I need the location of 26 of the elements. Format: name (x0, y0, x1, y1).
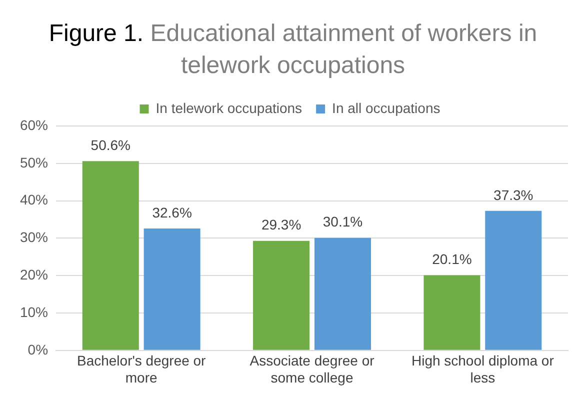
y-tick-label: 10% (20, 304, 48, 320)
legend-label: In telework occupations (156, 100, 302, 116)
data-label: 20.1% (432, 251, 472, 268)
chart-subtitle: Educational attainment of workers in telework occupations (149, 20, 538, 79)
chart-title: Figure 1. (48, 20, 144, 47)
y-tick-label: 30% (20, 229, 48, 246)
x-tick-label: Associate degree or some college (250, 352, 375, 386)
data-label: 37.3% (494, 186, 534, 203)
x-tick-label: Bachelor's degree or more (76, 352, 206, 386)
bar (314, 238, 371, 350)
bar (485, 210, 542, 350)
bar (253, 240, 310, 350)
y-tick-label: 20% (20, 266, 48, 282)
x-tick-label: High school diploma or less (411, 352, 554, 386)
data-label: 50.6% (90, 137, 130, 154)
y-tick-label: 40% (20, 192, 48, 208)
y-tick-label: 60% (20, 116, 48, 133)
data-label: 30.1% (322, 214, 363, 230)
y-tick-label: 0% (28, 341, 48, 358)
legend-label: In all occupations (332, 100, 440, 116)
data-label: 29.3% (261, 216, 302, 233)
y-tick-label: 50% (20, 154, 48, 170)
bar (424, 275, 480, 350)
bar (82, 161, 139, 350)
data-label: 32.6% (152, 204, 192, 220)
bar (144, 228, 200, 350)
